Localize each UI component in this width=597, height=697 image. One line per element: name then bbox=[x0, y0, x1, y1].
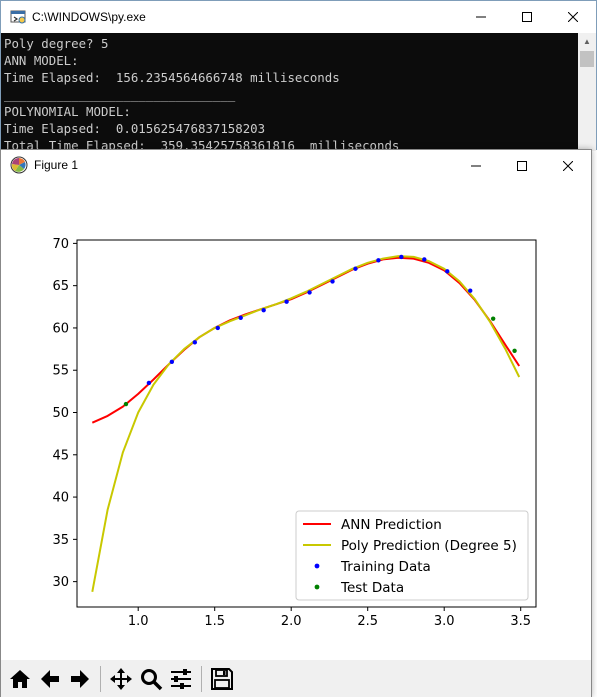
data-point bbox=[330, 279, 334, 283]
x-tick-label: 2.0 bbox=[281, 614, 302, 629]
data-point bbox=[170, 360, 174, 364]
maximize-icon bbox=[522, 12, 532, 22]
legend-label: Training Data bbox=[340, 559, 431, 575]
figure-titlebar[interactable]: Figure 1 bbox=[1, 150, 591, 180]
minimize-icon bbox=[471, 161, 481, 171]
forward-button[interactable] bbox=[65, 664, 94, 693]
y-tick-label: 65 bbox=[52, 279, 69, 294]
y-tick-label: 55 bbox=[52, 364, 69, 379]
sliders-icon bbox=[169, 667, 193, 691]
magnifier-icon bbox=[139, 667, 163, 691]
data-point bbox=[239, 316, 243, 320]
console-line: Time Elapsed: 0.015625476837158203 bbox=[4, 120, 579, 137]
y-tick-label: 35 bbox=[52, 533, 69, 548]
figure-window: Figure 1 1.0 1.5 2.0 2.5 3.0 3.5 30 35 40 45 50 55 6… bbox=[0, 149, 592, 697]
data-point bbox=[193, 340, 197, 344]
console-line: ANN MODEL: bbox=[4, 52, 579, 69]
close-icon bbox=[563, 161, 573, 171]
toolbar-separator bbox=[100, 666, 101, 692]
legend-swatch bbox=[315, 564, 320, 569]
matplotlib-logo-icon bbox=[10, 156, 28, 174]
series-line-0 bbox=[92, 258, 519, 423]
data-point bbox=[124, 402, 128, 406]
data-point bbox=[491, 316, 495, 320]
y-tick-label: 40 bbox=[52, 491, 69, 506]
figure-minimize-button[interactable] bbox=[453, 150, 499, 182]
console-close-button[interactable] bbox=[550, 1, 596, 33]
console-line: _______________________________ bbox=[4, 86, 579, 103]
data-point bbox=[422, 257, 426, 261]
data-point bbox=[353, 267, 357, 271]
console-line: Poly degree? 5 bbox=[4, 35, 579, 52]
data-point bbox=[307, 290, 311, 294]
figure-toolbar bbox=[1, 660, 591, 697]
data-point bbox=[376, 258, 380, 262]
data-point bbox=[284, 300, 288, 304]
console-titlebar[interactable]: C:\WINDOWS\py.exe bbox=[1, 1, 596, 33]
y-tick-label: 70 bbox=[52, 237, 69, 252]
save-button[interactable] bbox=[207, 664, 236, 693]
console-minimize-button[interactable] bbox=[458, 1, 504, 33]
console-line: POLYNOMIAL MODEL: bbox=[4, 103, 579, 120]
home-button[interactable] bbox=[5, 664, 34, 693]
back-button[interactable] bbox=[35, 664, 64, 693]
x-tick-label: 2.5 bbox=[357, 614, 378, 629]
console-title: C:\WINDOWS\py.exe bbox=[32, 10, 146, 24]
console-window: C:\WINDOWS\py.exe Poly degree? 5 ANN MODE… bbox=[0, 0, 597, 150]
figure-maximize-button[interactable] bbox=[499, 150, 545, 182]
data-point bbox=[512, 349, 516, 353]
x-tick-label: 3.0 bbox=[434, 614, 455, 629]
scroll-up-icon[interactable]: ▲ bbox=[578, 33, 596, 49]
minimize-icon bbox=[476, 12, 486, 22]
python-console-icon bbox=[10, 9, 26, 25]
toolbar-separator bbox=[201, 666, 202, 692]
move-icon bbox=[109, 667, 133, 691]
console-line: Time Elapsed: 156.2354564666748 millisec… bbox=[4, 69, 579, 86]
legend-label: Test Data bbox=[340, 580, 404, 596]
y-tick-label: 60 bbox=[52, 321, 69, 336]
legend-label: Poly Prediction (Degree 5) bbox=[341, 538, 517, 554]
maximize-icon bbox=[517, 161, 527, 171]
data-point bbox=[216, 326, 220, 330]
close-icon bbox=[568, 12, 578, 22]
pan-button[interactable] bbox=[106, 664, 135, 693]
console-maximize-button[interactable] bbox=[504, 1, 550, 33]
arrow-left-icon bbox=[38, 667, 62, 691]
arrow-right-icon bbox=[68, 667, 92, 691]
data-point bbox=[147, 381, 151, 385]
data-point bbox=[468, 289, 472, 293]
console-scrollbar[interactable]: ▲ bbox=[578, 33, 596, 151]
console-output: Poly degree? 5 ANN MODEL: Time Elapsed: 15… bbox=[1, 33, 579, 151]
data-point bbox=[261, 308, 265, 312]
x-tick-label: 1.0 bbox=[128, 614, 149, 629]
figure-title: Figure 1 bbox=[34, 158, 78, 172]
plot-canvas[interactable]: 1.0 1.5 2.0 2.5 3.0 3.5 30 35 40 45 50 55 60 65 70 ANN … bbox=[1, 180, 591, 660]
data-point bbox=[399, 255, 403, 259]
y-tick-label: 30 bbox=[52, 575, 69, 590]
legend-label: ANN Prediction bbox=[341, 517, 442, 533]
scroll-thumb[interactable] bbox=[580, 51, 594, 67]
y-tick-label: 45 bbox=[52, 448, 69, 463]
x-tick-label: 1.5 bbox=[204, 614, 225, 629]
y-tick-label: 50 bbox=[52, 406, 69, 421]
data-point bbox=[445, 269, 449, 273]
x-tick-label: 3.5 bbox=[510, 614, 531, 629]
figure-close-button[interactable] bbox=[545, 150, 591, 182]
home-icon bbox=[8, 667, 32, 691]
zoom-button[interactable] bbox=[136, 664, 165, 693]
configure-subplots-button[interactable] bbox=[166, 664, 195, 693]
legend-swatch bbox=[315, 585, 320, 590]
floppy-disk-icon bbox=[210, 667, 234, 691]
